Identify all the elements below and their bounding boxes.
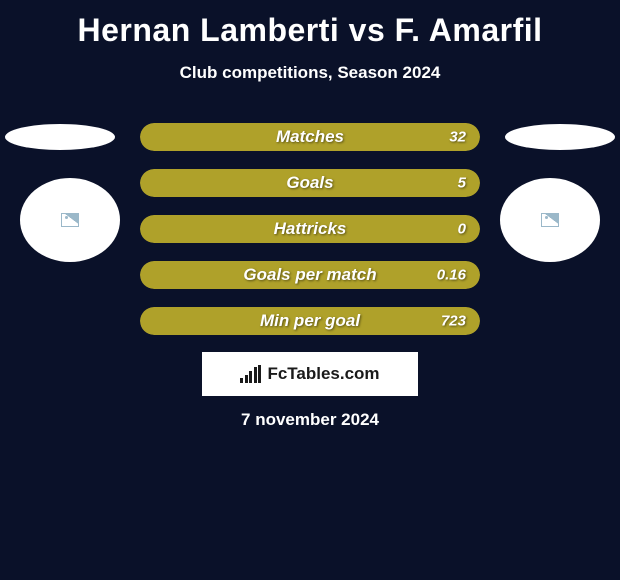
stat-value: 5: [458, 175, 466, 192]
logo-text: FcTables.com: [267, 364, 379, 384]
player-right-ellipse: [505, 124, 615, 150]
image-placeholder-icon: [61, 213, 79, 227]
stat-value: 32: [449, 129, 466, 146]
branding-logo: FcTables.com: [202, 352, 418, 396]
stat-bar-hattricks: Hattricks 0: [140, 215, 480, 243]
bar-chart-icon: [240, 365, 261, 383]
stat-label: Matches: [276, 127, 344, 147]
stat-bar-min-per-goal: Min per goal 723: [140, 307, 480, 335]
stat-label: Min per goal: [260, 311, 360, 331]
player-left-avatar: [20, 178, 120, 262]
logo-content: FcTables.com: [240, 364, 379, 384]
stat-value: 0.16: [437, 267, 466, 284]
stat-label: Hattricks: [274, 219, 347, 239]
page-subtitle: Club competitions, Season 2024: [0, 63, 620, 83]
stat-bar-goals: Goals 5: [140, 169, 480, 197]
player-right-avatar: [500, 178, 600, 262]
footer-date: 7 november 2024: [241, 410, 379, 430]
page-title: Hernan Lamberti vs F. Amarfil: [0, 0, 620, 49]
player-left-ellipse: [5, 124, 115, 150]
stat-value: 0: [458, 221, 466, 238]
stat-bar-goals-per-match: Goals per match 0.16: [140, 261, 480, 289]
stats-list: Matches 32 Goals 5 Hattricks 0 Goals per…: [140, 123, 480, 353]
stat-bar-matches: Matches 32: [140, 123, 480, 151]
image-placeholder-icon: [541, 213, 559, 227]
stat-label: Goals per match: [243, 265, 376, 285]
stat-value: 723: [441, 313, 466, 330]
stat-label: Goals: [286, 173, 333, 193]
